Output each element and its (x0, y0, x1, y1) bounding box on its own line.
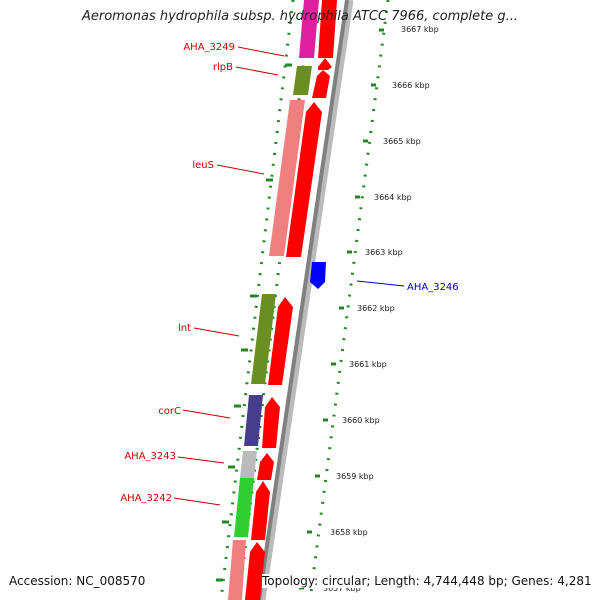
cds-arrow-4[interactable] (286, 102, 322, 257)
tick-label-3663: 3663 kbp (365, 248, 403, 257)
gene-label-corc[interactable]: corC (158, 406, 181, 417)
ruler-ticks (299, 28, 384, 590)
ruler-line-inner (219, 0, 295, 600)
tick-label-3660: 3660 kbp (342, 416, 380, 425)
tick-label-3667: 3667 kbp (401, 25, 439, 34)
cds-arrow-2[interactable] (318, 58, 332, 70)
gene-block-next[interactable] (228, 540, 246, 600)
backbone (257, 0, 349, 600)
gene-block-aha3243[interactable] (240, 451, 257, 478)
tick-label-3665: 3665 kbp (383, 137, 421, 146)
ruler-tick-labels: 3667 kbp 3666 kbp 3665 kbp 3664 kbp 3663… (323, 25, 439, 593)
gene-label-leus[interactable]: leuS (192, 160, 214, 171)
cds-arrow-aha3246[interactable] (310, 262, 326, 289)
cds-arrow-3[interactable] (312, 70, 330, 98)
gene-label-lnt[interactable]: lnt (178, 323, 191, 334)
gene-label-aha3242[interactable]: AHA_3242 (120, 493, 172, 504)
map-title: Aeromonas hydrophila subsp. hydrophila A… (81, 9, 519, 24)
gene-label-rlpb[interactable]: rlpB (213, 62, 233, 73)
ruler-line-outer (308, 0, 390, 600)
tick-label-3657: 3657 kbp (323, 584, 361, 593)
inner-ruler-ticks (216, 63, 292, 582)
cds-arrow-7[interactable] (257, 453, 274, 480)
tick-label-3658: 3658 kbp (330, 528, 368, 537)
gene-label-aha3249[interactable]: AHA_3249 (183, 42, 235, 53)
gene-label-aha3243[interactable]: AHA_3243 (124, 451, 176, 462)
gene-block-aha3242[interactable] (234, 478, 254, 537)
tick-label-3664: 3664 kbp (374, 193, 412, 202)
leader-lines (173, 46, 405, 506)
gene-block-aha3249[interactable] (299, 0, 319, 58)
gene-block-lnt[interactable] (251, 294, 276, 384)
gene-block-rlpb[interactable] (293, 66, 312, 95)
backbone-shadow (258, 0, 354, 600)
gene-label-aha3246[interactable]: AHA_3246 (407, 282, 459, 293)
tick-label-3666: 3666 kbp (392, 81, 430, 90)
cds-arrow-6[interactable] (262, 397, 280, 448)
accession-label: Accession: NC_008570 (9, 574, 146, 588)
tick-label-3661: 3661 kbp (349, 360, 387, 369)
cds-arrow-5[interactable] (268, 297, 293, 385)
cds-arrow-1[interactable] (318, 0, 337, 58)
tick-label-3659: 3659 kbp (336, 472, 374, 481)
genome-stats: Topology: circular; Length: 4,744,448 bp… (262, 574, 592, 588)
cds-arrow-8[interactable] (251, 481, 270, 540)
gene-block-leus[interactable] (269, 100, 305, 256)
cds-arrow-9[interactable] (245, 542, 265, 600)
gene-block-corc[interactable] (244, 395, 263, 446)
tick-label-3662: 3662 kbp (357, 304, 395, 313)
gene-labels: AHA_3249 rlpB leuS lnt corC AHA_3243 AHA… (120, 42, 458, 504)
